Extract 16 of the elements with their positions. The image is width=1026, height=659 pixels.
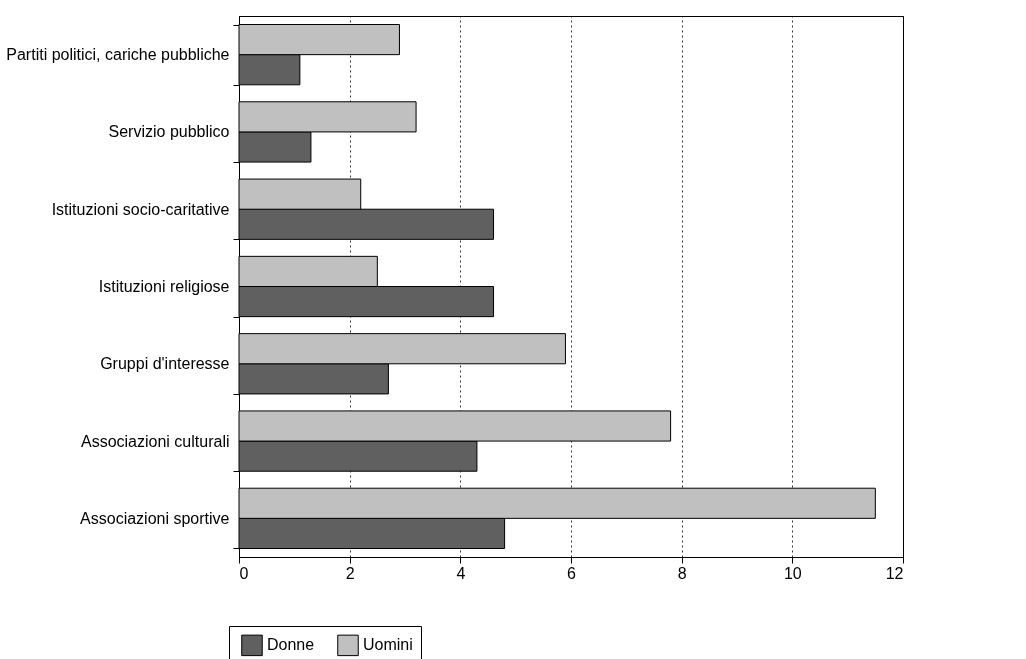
legend-label: Donne xyxy=(267,636,315,654)
x-tick-label: 8 xyxy=(677,564,687,582)
x-tick-label: 12 xyxy=(885,564,904,582)
y-tick-label: Servizio pubblico xyxy=(108,123,230,141)
y-tick-label: Associazioni sportive xyxy=(80,509,230,527)
legend-label: Uomini xyxy=(363,636,413,654)
x-tick-label: 10 xyxy=(783,564,802,582)
y-tick-label: Gruppi d'interesse xyxy=(100,355,230,373)
x-tick-label: 0 xyxy=(239,564,249,582)
x-tick-label: 4 xyxy=(456,564,466,582)
y-tick-label: Istituzioni religiose xyxy=(98,278,230,295)
y-tick-label: Partiti politici, cariche pubbliche xyxy=(6,46,230,64)
y-tick-label: Istituzioni socio-caritative xyxy=(51,200,230,218)
x-tick-label: 2 xyxy=(345,564,355,582)
y-tick-label: Associazioni culturali xyxy=(80,432,230,450)
x-tick-label: 6 xyxy=(567,564,577,582)
